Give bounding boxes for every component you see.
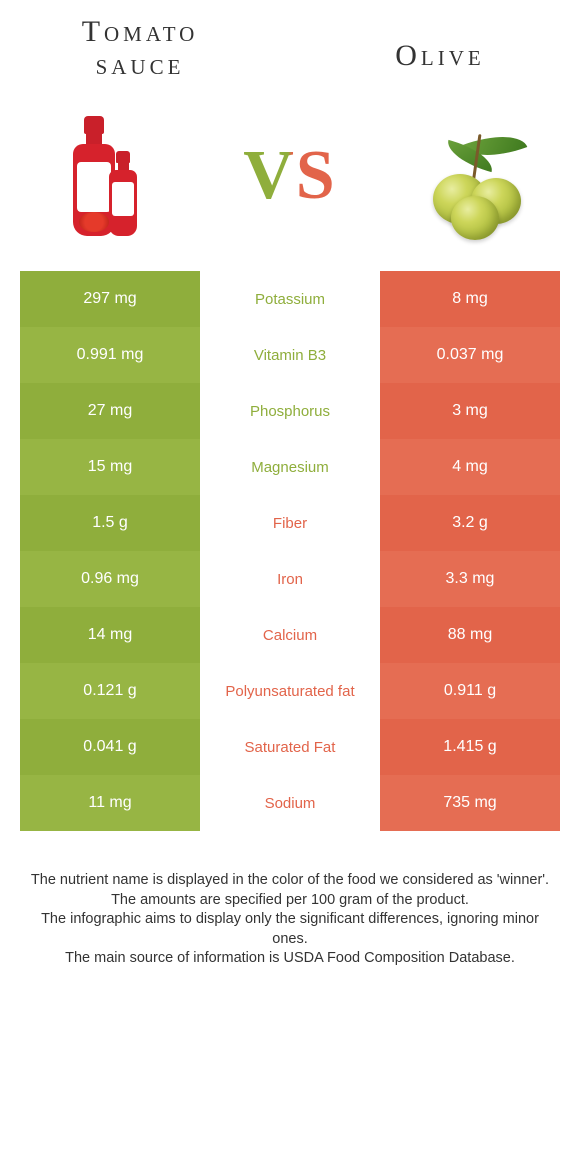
left-food-title: Tomato sauce bbox=[40, 15, 240, 81]
right-value: 88 mg bbox=[380, 607, 560, 663]
table-row: 27 mgPhosphorus3 mg bbox=[20, 383, 560, 439]
nutrient-label: Iron bbox=[200, 551, 380, 607]
footer-line: The amounts are specified per 100 gram o… bbox=[30, 891, 550, 911]
nutrient-label: Polyunsaturated fat bbox=[200, 663, 380, 719]
right-value: 0.037 mg bbox=[380, 327, 560, 383]
right-value: 3.2 g bbox=[380, 495, 560, 551]
vs-label: VS bbox=[243, 136, 336, 216]
nutrient-label: Vitamin B3 bbox=[200, 327, 380, 383]
right-value: 735 mg bbox=[380, 775, 560, 831]
right-food-title: Olive bbox=[340, 15, 540, 81]
left-value: 0.121 g bbox=[20, 663, 200, 719]
left-value: 27 mg bbox=[20, 383, 200, 439]
table-row: 15 mgMagnesium4 mg bbox=[20, 439, 560, 495]
left-value: 1.5 g bbox=[20, 495, 200, 551]
table-row: 0.041 gSaturated Fat1.415 g bbox=[20, 719, 560, 775]
header: Tomato sauce Olive bbox=[0, 0, 580, 81]
comparison-table: 297 mgPotassium8 mg0.991 mgVitamin B30.0… bbox=[20, 271, 560, 831]
nutrient-label: Phosphorus bbox=[200, 383, 380, 439]
footer-line: The nutrient name is displayed in the co… bbox=[30, 871, 550, 891]
nutrient-label: Potassium bbox=[200, 271, 380, 327]
left-value: 0.991 mg bbox=[20, 327, 200, 383]
left-value: 11 mg bbox=[20, 775, 200, 831]
hero-row: VS bbox=[0, 81, 580, 271]
right-value: 8 mg bbox=[380, 271, 560, 327]
table-row: 1.5 gFiber3.2 g bbox=[20, 495, 560, 551]
left-value: 297 mg bbox=[20, 271, 200, 327]
right-value: 3 mg bbox=[380, 383, 560, 439]
table-row: 0.96 mgIron3.3 mg bbox=[20, 551, 560, 607]
footer-notes: The nutrient name is displayed in the co… bbox=[0, 831, 580, 969]
table-row: 11 mgSodium735 mg bbox=[20, 775, 560, 831]
nutrient-label: Magnesium bbox=[200, 439, 380, 495]
left-value: 14 mg bbox=[20, 607, 200, 663]
table-row: 297 mgPotassium8 mg bbox=[20, 271, 560, 327]
right-value: 4 mg bbox=[380, 439, 560, 495]
right-food-image bbox=[400, 101, 550, 251]
footer-line: The infographic aims to display only the… bbox=[30, 910, 550, 949]
table-row: 14 mgCalcium88 mg bbox=[20, 607, 560, 663]
table-row: 0.121 gPolyunsaturated fat0.911 g bbox=[20, 663, 560, 719]
left-food-image bbox=[30, 101, 180, 251]
nutrient-label: Fiber bbox=[200, 495, 380, 551]
nutrient-label: Saturated Fat bbox=[200, 719, 380, 775]
table-row: 0.991 mgVitamin B30.037 mg bbox=[20, 327, 560, 383]
left-value: 0.041 g bbox=[20, 719, 200, 775]
left-value: 0.96 mg bbox=[20, 551, 200, 607]
right-value: 1.415 g bbox=[380, 719, 560, 775]
right-value: 3.3 mg bbox=[380, 551, 560, 607]
nutrient-label: Sodium bbox=[200, 775, 380, 831]
nutrient-label: Calcium bbox=[200, 607, 380, 663]
right-value: 0.911 g bbox=[380, 663, 560, 719]
left-value: 15 mg bbox=[20, 439, 200, 495]
footer-line: The main source of information is USDA F… bbox=[30, 949, 550, 969]
